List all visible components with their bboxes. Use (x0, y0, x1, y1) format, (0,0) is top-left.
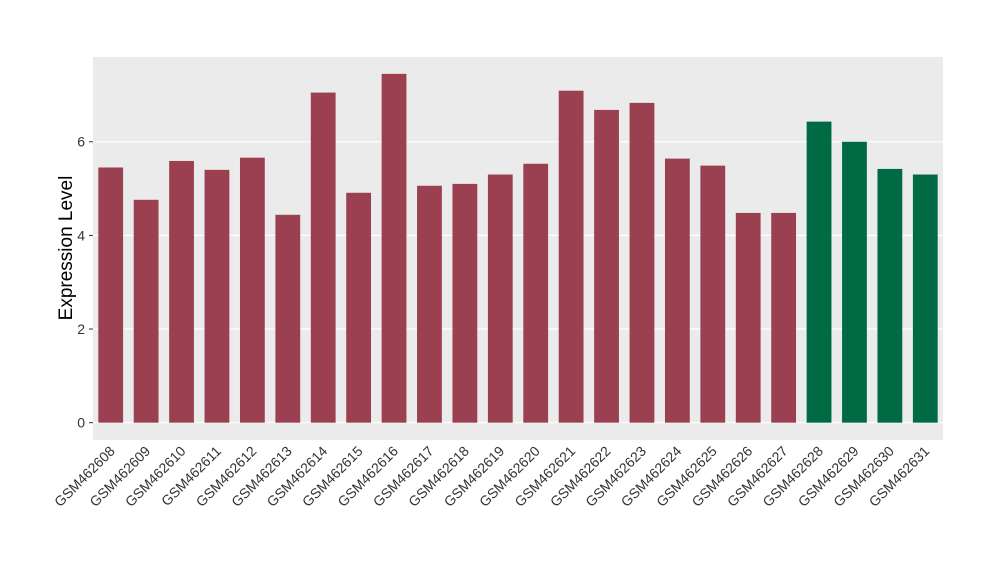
y-tick-label: 6 (77, 134, 85, 150)
bar (594, 109, 619, 423)
bar (275, 214, 301, 423)
bar (912, 174, 938, 423)
bar (558, 90, 584, 423)
y-tick-label: 4 (77, 227, 85, 243)
bar (204, 169, 230, 423)
plot-background (93, 57, 943, 440)
bar (771, 212, 797, 423)
bar (381, 73, 407, 423)
bar (700, 165, 726, 423)
bar (417, 185, 442, 423)
bar (629, 102, 655, 423)
bar (452, 183, 478, 423)
bar (346, 192, 372, 423)
bar (98, 167, 124, 423)
bar (169, 160, 194, 423)
bar (310, 92, 336, 423)
bar (239, 157, 265, 423)
bar (806, 121, 832, 423)
y-tick-label: 0 (77, 415, 85, 431)
bar (877, 168, 903, 423)
bar (842, 141, 867, 423)
bar (133, 199, 159, 423)
bar (664, 158, 690, 423)
bar (523, 163, 549, 423)
y-tick-label: 2 (77, 321, 85, 337)
bar (735, 212, 761, 423)
bar (487, 174, 513, 423)
y-axis-label: Expression Level (56, 176, 77, 321)
